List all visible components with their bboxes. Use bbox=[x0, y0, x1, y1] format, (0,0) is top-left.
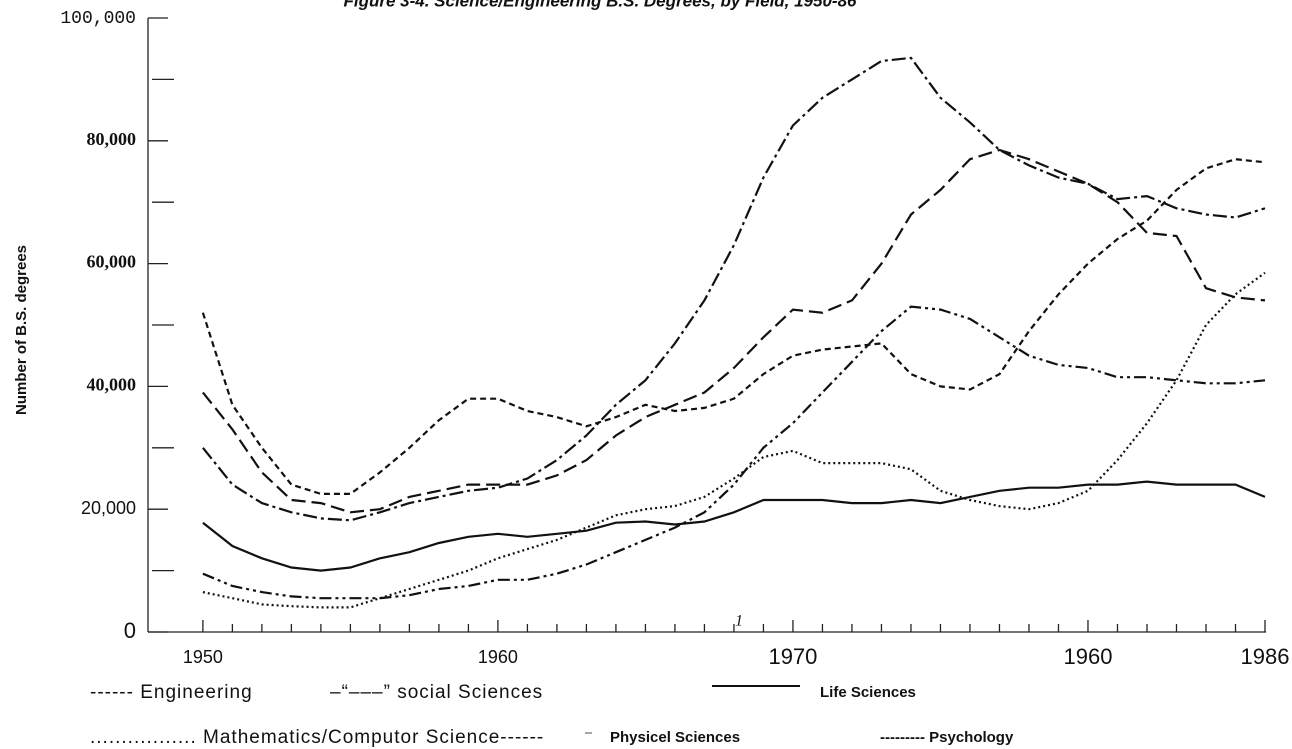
legend-label: –“–––” social Sciences bbox=[330, 682, 543, 703]
y-tick-label: 20,000 bbox=[81, 498, 136, 518]
series-line bbox=[202, 56, 1266, 522]
chart-title: Figure 3-4. Science/Engineering B.S. Deg… bbox=[343, 0, 857, 10]
legend-label: Life Sciences bbox=[820, 684, 916, 701]
x-tick-label: 1960 bbox=[1064, 644, 1113, 669]
x-tick-label: 1950 bbox=[183, 647, 223, 667]
legend-label: --------- Psychology bbox=[880, 729, 1014, 746]
x-tick-label: 1960 bbox=[478, 647, 518, 667]
y-tick-label: 0 bbox=[124, 618, 136, 643]
series-line bbox=[202, 305, 1266, 600]
legend-label: ................. Mathematics/Computor S… bbox=[90, 727, 544, 748]
x-tick-label: 1970 bbox=[768, 644, 817, 669]
annotation: 1 bbox=[735, 613, 743, 630]
y-tick-label: 60,000 bbox=[87, 252, 137, 272]
series-line bbox=[202, 148, 1266, 514]
y-tick-label: 80,000 bbox=[87, 129, 137, 149]
legend-label: Physicel Sciences bbox=[610, 729, 740, 746]
x-tick-label: 1986 bbox=[1241, 644, 1290, 669]
y-tick-label: 100,000 bbox=[60, 9, 136, 29]
series-line bbox=[202, 271, 1266, 609]
series-line bbox=[201, 158, 1266, 495]
legend-label: ------ Engineering bbox=[90, 682, 253, 703]
y-axis-label: Number of B.S. degrees bbox=[13, 245, 30, 415]
y-tick-label: 40,000 bbox=[87, 375, 137, 395]
series-line bbox=[202, 480, 1266, 572]
